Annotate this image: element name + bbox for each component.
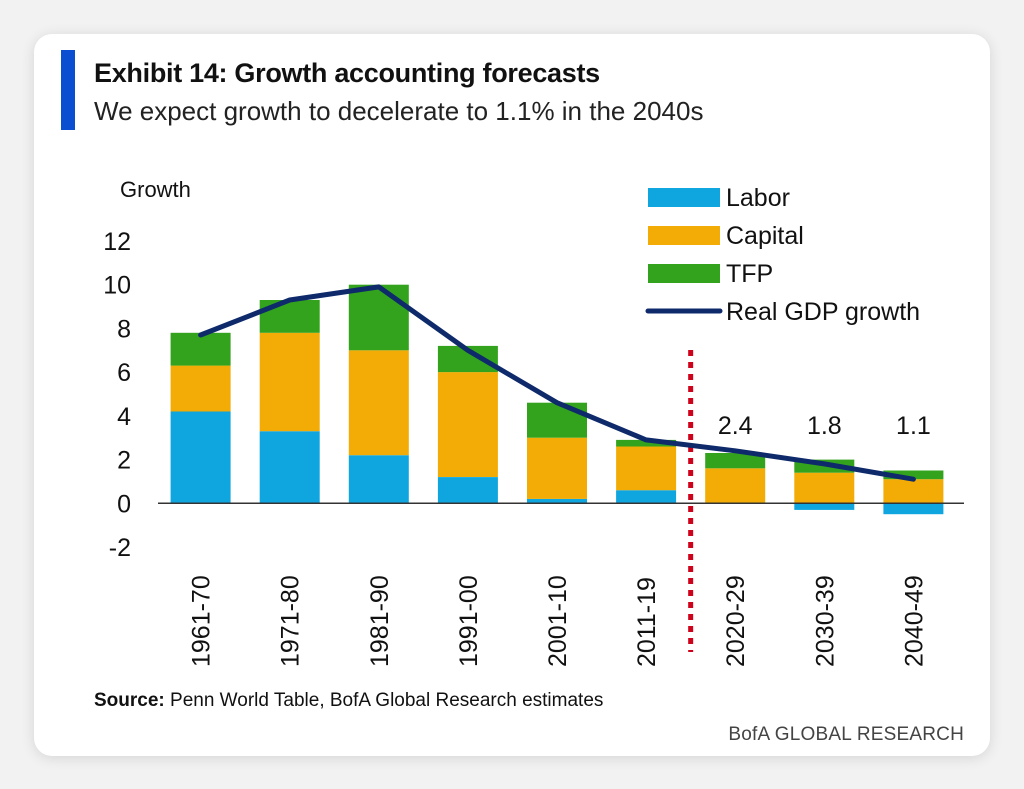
legend-label-capital: Capital bbox=[726, 222, 804, 250]
bar-tfp-1961-70 bbox=[170, 332, 231, 366]
data-label-2030-39: 1.8 bbox=[807, 412, 842, 440]
axis-layer: -2 0 2 4 6 8 10 12 Growth 1961-70 1971-80 1981-90 19… bbox=[103, 177, 964, 667]
growth-chart: -2 0 2 4 6 8 10 12 Growth 1961-70 1971-80 1981-90 19… bbox=[103, 177, 964, 667]
x-tick-label-1961-70: 1961-70 bbox=[188, 575, 216, 667]
bar-tfp-2040-49 bbox=[883, 470, 944, 480]
x-tick-label-1971-80: 1971-80 bbox=[277, 575, 305, 667]
real-gdp-growth-line bbox=[198, 284, 916, 482]
bar-capital-1981-90 bbox=[348, 350, 409, 456]
exhibit-subtitle: We expect growth to decelerate to 1.1% i… bbox=[94, 96, 704, 126]
legend-swatch-labor bbox=[648, 188, 720, 207]
bar-labor-1971-80 bbox=[259, 431, 320, 504]
legend-label-real-gdp-growth: Real GDP growth bbox=[726, 298, 920, 326]
y-tick-label-2: 2 bbox=[117, 447, 131, 475]
bar-labor-2011-19 bbox=[616, 490, 677, 504]
exhibit-title: Exhibit 14: Growth accounting forecasts bbox=[94, 58, 600, 88]
line-layer bbox=[198, 284, 916, 482]
x-tick-label-1991-00: 1991-00 bbox=[455, 575, 483, 667]
legend-label-labor: Labor bbox=[726, 184, 790, 212]
bar-labor-1991-00 bbox=[437, 477, 498, 504]
source-label: Source: bbox=[94, 690, 165, 711]
source-note: Source: Penn World Table, BofA Global Re… bbox=[94, 690, 603, 712]
legend-swatch-tfp bbox=[648, 264, 720, 283]
x-tick-label-1981-90: 1981-90 bbox=[366, 575, 394, 667]
bar-labor-2040-49 bbox=[883, 503, 944, 515]
exhibit-card: Exhibit 14: Growth accounting forecasts … bbox=[34, 34, 990, 756]
bar-tfp-2011-19 bbox=[616, 439, 677, 447]
legend-label-tfp: TFP bbox=[726, 260, 773, 288]
x-tick-label-2011-19: 2011-19 bbox=[633, 577, 661, 667]
brand-mark: BofA GLOBAL RESEARCH bbox=[728, 724, 964, 745]
bar-labor-2001-10 bbox=[527, 498, 587, 504]
bar-labor-1981-90 bbox=[348, 455, 409, 504]
source-text: Penn World Table, BofA Global Research e… bbox=[170, 690, 604, 711]
legend-swatch-capital bbox=[648, 226, 720, 245]
bar-capital-2020-29 bbox=[705, 468, 766, 504]
data-label-2040-49: 1.1 bbox=[896, 412, 931, 440]
y-tick-label-6: 6 bbox=[117, 359, 131, 387]
bar-labor-1961-70 bbox=[170, 411, 231, 504]
y-axis-label: Growth bbox=[120, 177, 191, 202]
bar-tfp-2001-10 bbox=[527, 402, 587, 438]
y-tick-label-12: 12 bbox=[103, 228, 131, 256]
legend-layer: Labor Capital TFP Real GDP growth bbox=[645, 184, 920, 326]
bar-tfp-1971-80 bbox=[259, 300, 320, 333]
y-tick-label-8: 8 bbox=[117, 315, 131, 343]
bar-tfp-1981-90 bbox=[348, 284, 409, 351]
y-tick-label-0: 0 bbox=[117, 490, 131, 518]
labels-layer: 2.4 1.8 1.1 bbox=[718, 412, 931, 440]
bar-capital-1991-00 bbox=[437, 372, 498, 477]
bar-capital-1961-70 bbox=[170, 365, 231, 412]
bar-capital-2030-39 bbox=[794, 472, 855, 504]
bar-capital-2001-10 bbox=[527, 437, 587, 499]
bar-capital-2011-19 bbox=[616, 446, 677, 491]
x-tick-label-2001-10: 2001-10 bbox=[544, 575, 572, 667]
bar-capital-1971-80 bbox=[259, 332, 320, 432]
data-label-2020-29: 2.4 bbox=[718, 412, 753, 440]
x-tick-label-2040-49: 2040-49 bbox=[900, 575, 928, 667]
bar-tfp-2020-29 bbox=[705, 453, 766, 469]
y-tick-label-4: 4 bbox=[117, 403, 131, 431]
y-tick-label--2: -2 bbox=[109, 534, 131, 562]
y-tick-label-10: 10 bbox=[103, 272, 131, 300]
x-tick-label-2030-39: 2030-39 bbox=[811, 575, 839, 667]
title-accent-bar bbox=[61, 50, 75, 130]
x-tick-label-2020-29: 2020-29 bbox=[722, 575, 750, 667]
bar-labor-2030-39 bbox=[794, 503, 855, 510]
bar-capital-2040-49 bbox=[883, 479, 944, 504]
